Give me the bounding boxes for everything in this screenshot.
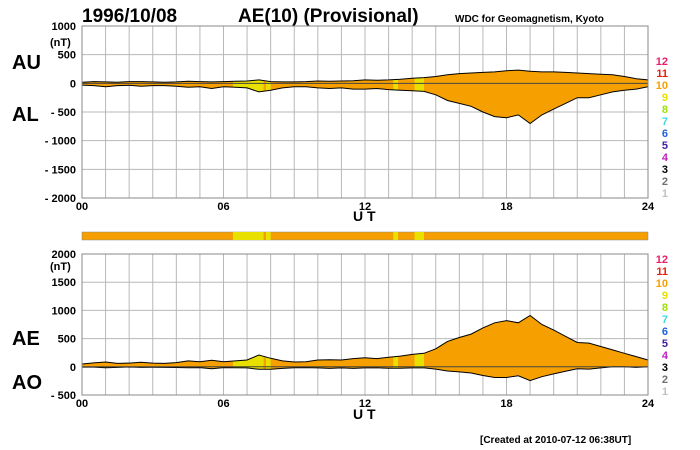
legend-item: 10 <box>656 80 668 92</box>
indicator-bar-segment <box>265 232 271 240</box>
bottom-y-tick-label: 1500 <box>52 277 76 289</box>
legend-item: 6 <box>662 128 668 140</box>
legend-item: 2 <box>662 374 668 386</box>
indicator-bar-segment <box>393 232 399 240</box>
top-x-tick-label: 06 <box>217 201 229 213</box>
top-x-tick-label: 12 <box>359 201 371 213</box>
created-timestamp: [Created at 2010-07-12 06:38UT] <box>480 435 631 446</box>
bottom-x-axis-label: U T <box>353 406 376 422</box>
legend-item: 11 <box>656 68 668 80</box>
top-x-tick-label: 24 <box>642 201 655 213</box>
source-label: WDC for Geomagnetism, Kyoto <box>455 14 604 25</box>
top-plot-frame <box>81 25 649 199</box>
top-series-line-al <box>81 84 649 125</box>
legend-item: 10 <box>656 278 668 290</box>
indicator-bar-base <box>81 231 649 241</box>
legend-item: 11 <box>656 266 668 278</box>
bottom-y-tick-label: 1000 <box>52 305 76 317</box>
bottom-y-tick-label: 2000 <box>52 249 76 261</box>
au-side-label: AU <box>12 52 41 74</box>
bottom-series-line-ao <box>82 366 649 382</box>
top-y-tick-label: - 2000 <box>45 193 76 205</box>
bottom-area-fill <box>82 315 648 381</box>
legend-item: 9 <box>662 92 668 104</box>
legend-item: 1 <box>662 188 668 200</box>
bottom-x-tick-label: 00 <box>76 398 88 410</box>
top-y-tick-label: 500 <box>58 50 76 62</box>
top-y-tick-label: - 1000 <box>45 136 76 148</box>
ao-side-label: AO <box>12 372 42 394</box>
legend-item: 1 <box>662 386 668 398</box>
legend-item: 4 <box>662 350 669 362</box>
indicator-bar-segment <box>232 232 264 240</box>
bottom-x-tick-label: 24 <box>642 398 655 410</box>
chart-title: AE(10) (Provisional) <box>238 6 419 27</box>
legend-item: 8 <box>662 302 668 314</box>
indicator-bar-segment <box>414 232 424 240</box>
top-series-line-au <box>81 69 649 83</box>
legend-item: 9 <box>662 290 668 302</box>
al-side-label: AL <box>12 104 39 126</box>
legend-item: 5 <box>662 140 668 152</box>
top-x-axis-label: U T <box>353 208 376 224</box>
top-y-tick-label: - 1500 <box>45 164 76 176</box>
top-x-tick-label: 00 <box>76 201 88 213</box>
legend-item: 6 <box>662 326 668 338</box>
bottom-y-tick-label: - 500 <box>51 390 76 402</box>
bottom-series-line-ae <box>81 314 649 365</box>
bottom-unit-label: (nT) <box>50 261 71 273</box>
legend-item: 8 <box>662 104 668 116</box>
top-y-tick-label: 1000 <box>52 21 76 33</box>
legend-item: 2 <box>662 176 668 188</box>
bottom-x-tick-label: 12 <box>359 398 371 410</box>
top-unit-label: (nT) <box>50 37 71 49</box>
legend-item: 12 <box>656 254 668 266</box>
legend-item: 7 <box>662 116 668 128</box>
bottom-highlight-range <box>393 315 399 381</box>
top-x-tick-label: 18 <box>500 201 512 213</box>
bottom-highlight-range <box>265 315 271 381</box>
legend-item: 7 <box>662 314 668 326</box>
bottom-y-tick-label: 500 <box>58 334 76 346</box>
date-title: 1996/10/08 <box>82 6 177 27</box>
bottom-highlight-range <box>414 315 424 381</box>
bottom-plot-frame <box>81 253 649 396</box>
bottom-x-tick-label: 06 <box>217 398 229 410</box>
bottom-x-tick-label: 18 <box>500 398 512 410</box>
legend-item: 3 <box>662 164 668 176</box>
legend-item: 12 <box>656 56 668 68</box>
bottom-highlight-range <box>232 315 264 381</box>
top-y-tick-label: 0 <box>70 78 76 90</box>
ae-side-label: AE <box>12 328 40 350</box>
legend-item: 5 <box>662 338 668 350</box>
legend-item: 4 <box>662 152 669 164</box>
legend-item: 3 <box>662 362 668 374</box>
top-y-tick-label: - 500 <box>51 107 76 119</box>
bottom-y-tick-label: 0 <box>70 362 76 374</box>
activity-indicator-bar <box>81 231 649 241</box>
